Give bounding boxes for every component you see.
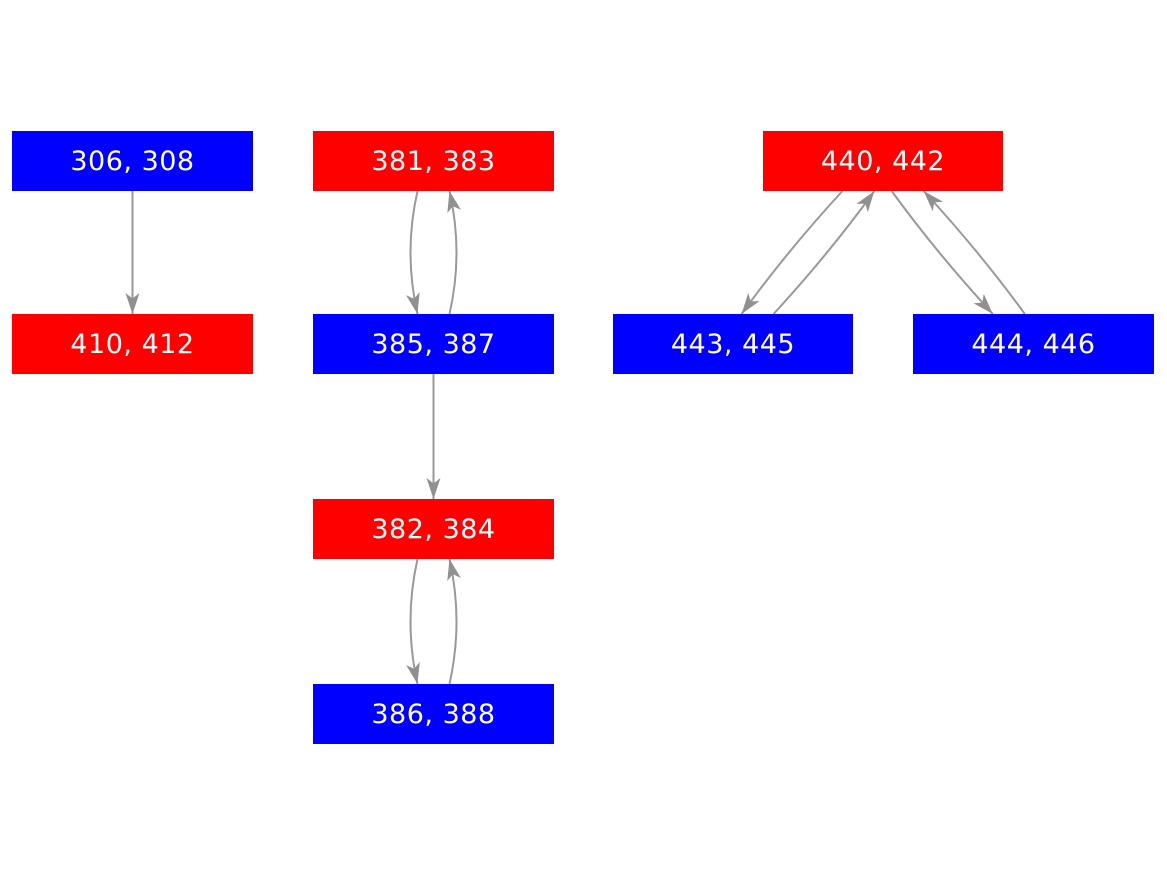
edge-arrow [922, 190, 1026, 315]
graph-node: 440, 442 [763, 131, 1003, 191]
graph-node: 444, 446 [913, 314, 1154, 374]
graph-node: 443, 445 [613, 314, 853, 374]
graph-node: 385, 387 [313, 314, 554, 374]
edge-arrow [406, 558, 420, 685]
edge-arrow [890, 190, 994, 315]
graph-node: 382, 384 [313, 499, 554, 559]
edge-group [125, 190, 1026, 685]
graph-node: 386, 388 [313, 684, 554, 744]
edge-arrow [447, 558, 461, 685]
edge-arrow [447, 190, 461, 315]
edge-arrow [406, 190, 420, 315]
graph-node: 306, 308 [12, 131, 253, 191]
edge-arrow [740, 190, 844, 315]
graph-node: 410, 412 [12, 314, 253, 374]
graph-node: 381, 383 [313, 131, 554, 191]
edge-arrow [772, 190, 876, 315]
